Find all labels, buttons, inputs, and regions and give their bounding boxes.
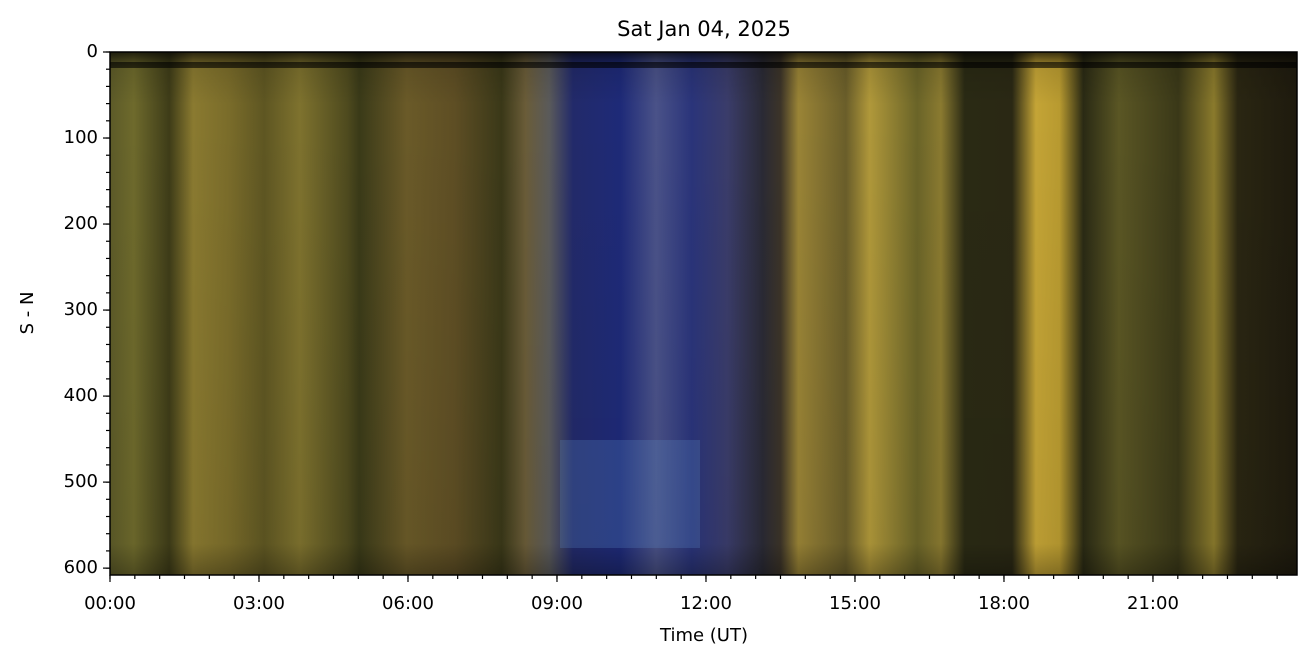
- x-axis-label: Time (UT): [659, 625, 748, 646]
- x-tick-label: 18:00: [978, 593, 1030, 614]
- y-tick-label: 0: [87, 41, 98, 62]
- x-tick-label: 15:00: [829, 593, 881, 614]
- y-tick-label: 300: [64, 299, 98, 320]
- y-tick-label: 200: [64, 213, 98, 234]
- x-tick-label: 00:00: [84, 593, 136, 614]
- y-tick-label: 400: [64, 385, 98, 406]
- x-tick-label: 12:00: [680, 593, 732, 614]
- y-axis-label: S - N: [17, 292, 38, 335]
- x-tick-label: 03:00: [233, 593, 285, 614]
- keogram-image: [109, 51, 1298, 576]
- x-tick-label: 06:00: [382, 593, 434, 614]
- y-tick-label: 100: [64, 127, 98, 148]
- chart-title: Sat Jan 04, 2025: [617, 17, 791, 41]
- x-tick-label: 09:00: [531, 593, 583, 614]
- y-tick-label: 500: [64, 471, 98, 492]
- x-tick-label: 21:00: [1127, 593, 1179, 614]
- y-tick-label: 600: [64, 557, 98, 578]
